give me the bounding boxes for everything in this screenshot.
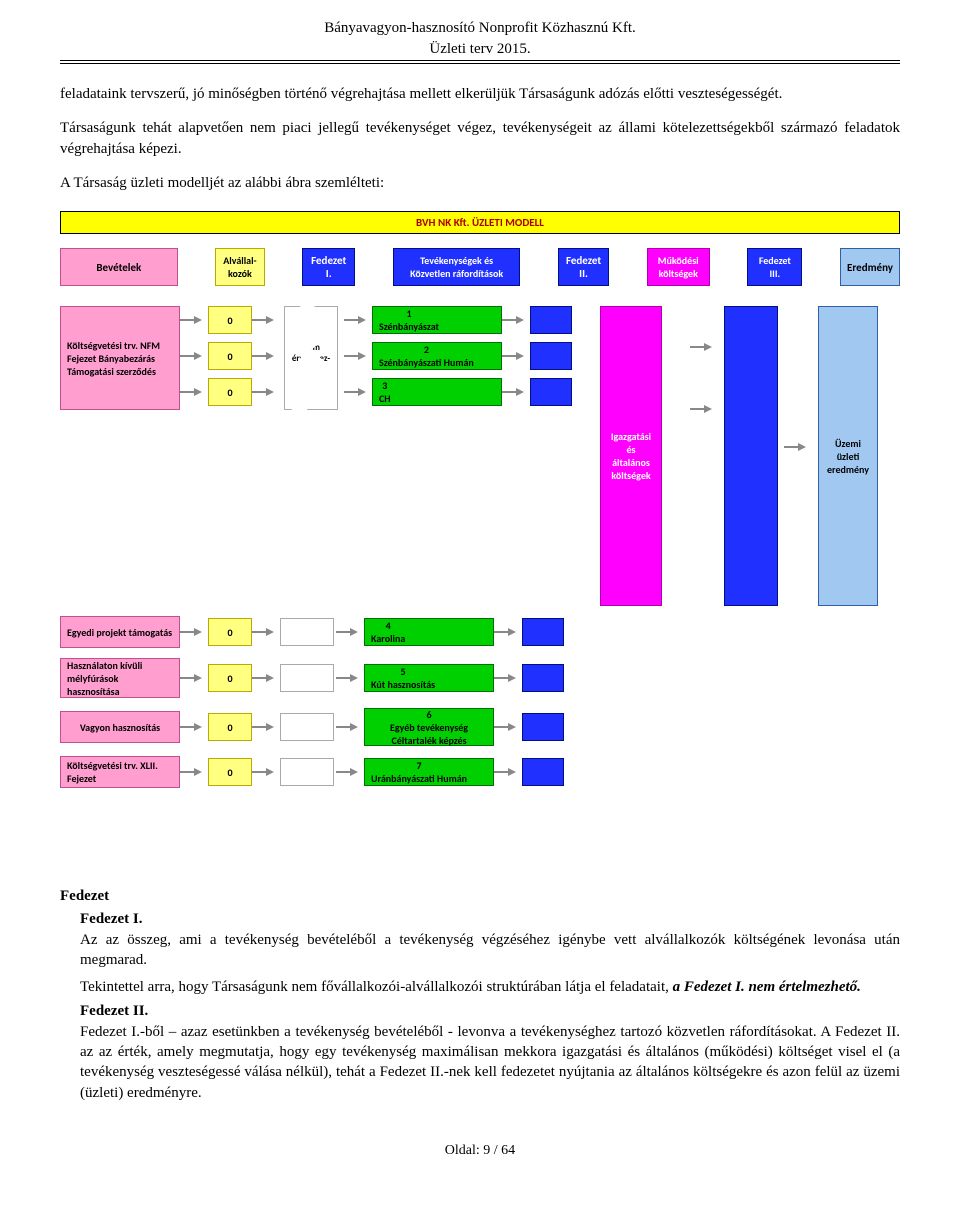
fedezet1-heading: Fedezet I. (80, 911, 900, 928)
bev-5: Költségvetési trv. XLII. Fejezet (60, 756, 180, 788)
hdr-mukodesi: Működési költségek (647, 248, 710, 286)
diagram-title: BVH NK Kft. ÜZLETI MODELL (60, 211, 900, 234)
tev-3: 3 CH (372, 378, 502, 406)
f2-7 (522, 758, 564, 786)
paragraph-3: A Társaság üzleti modelljét az alábbi áb… (60, 173, 900, 193)
page-footer: Oldal: 9 / 64 (60, 1143, 900, 1159)
business-model-diagram: BVH NK Kft. ÜZLETI MODELL Bevételek Alvá… (60, 211, 900, 788)
hdr-fedezet2: Fedezet II. (558, 248, 609, 286)
f2-3 (530, 378, 572, 406)
f2-5 (522, 664, 564, 692)
hdr-bevetelek: Bevételek (60, 248, 178, 286)
hdr-fedezet1: Fedezet I. (302, 248, 355, 286)
av-4: 0 (208, 664, 252, 692)
av-1: 0 (208, 342, 252, 370)
tev-2: 2 Szénbányászati Humán (372, 342, 502, 370)
fedezet1-text: Az az összeg, ami a tevékenység bevételé… (80, 930, 900, 971)
tev-6: 6 Egyéb tevékenység Céltartalék képzés (364, 708, 494, 746)
av-6: 0 (208, 758, 252, 786)
fedezet1-text2: Tekintettel arra, hogy Társaságunk nem f… (80, 977, 900, 997)
fedezet2-heading: Fedezet II. (80, 1003, 900, 1020)
f2-4 (522, 618, 564, 646)
header-rule1 (60, 60, 900, 61)
f2-2 (530, 342, 572, 370)
av-3: 0 (208, 618, 252, 646)
header-rule2 (60, 63, 900, 64)
f2-6 (522, 713, 564, 741)
paragraph-2: Társaságunk tehát alapvetően nem piaci j… (60, 118, 900, 159)
av-5: 0 (208, 713, 252, 741)
hdr-tevekenysegek: Tevékenységek és Közvetlen ráfordítások (393, 248, 520, 286)
fedezet-heading: Fedezet (60, 888, 900, 905)
bev-4: Vagyon hasznosítás (60, 711, 180, 743)
hdr-alvallalkozok: Alvállal-kozók (215, 248, 264, 286)
tev-1: 1 Szénbányászat (372, 306, 502, 334)
mk-tall: Igazgatási és általános költségek (600, 306, 662, 606)
tev-5: 5 Kút hasznosítás (364, 664, 494, 692)
hdr-fedezet3: Fedezet III. (747, 248, 802, 286)
bev-3: Használaton kívüli mélyfúrások hasznosít… (60, 658, 180, 698)
hdr-eredmeny: Eredmény (840, 248, 900, 286)
av-2: 0 (208, 378, 252, 406)
bev-1: Költségvetési trv. NFM Fejezet Bányabezá… (60, 306, 180, 410)
bev-2: Egyedi projekt támogatás (60, 616, 180, 648)
av-0: 0 (208, 306, 252, 334)
f3-tall (724, 306, 778, 606)
tev-7: 7 Uránbányászati Humán (364, 758, 494, 786)
paragraph-1: feladataink tervszerű, jó minőségben tör… (60, 84, 900, 104)
page-header-line1: Bányavagyon-hasznosító Nonprofit Közhasz… (60, 20, 900, 37)
fedezet2-text: Fedezet I.-ből – azaz esetünkben a tevék… (80, 1022, 900, 1103)
diagram-body: Költségvetési trv. NFM Fejezet Bányabezá… (60, 306, 900, 788)
er-tall: Üzemi üzleti eredmény (818, 306, 878, 606)
tev-4: 4 Karolina (364, 618, 494, 646)
f2-1 (530, 306, 572, 334)
page-header-line2: Üzleti terv 2015. (60, 41, 900, 58)
diagram-header-row: Bevételek Alvállal-kozók Fedezet I. Tevé… (60, 248, 900, 286)
